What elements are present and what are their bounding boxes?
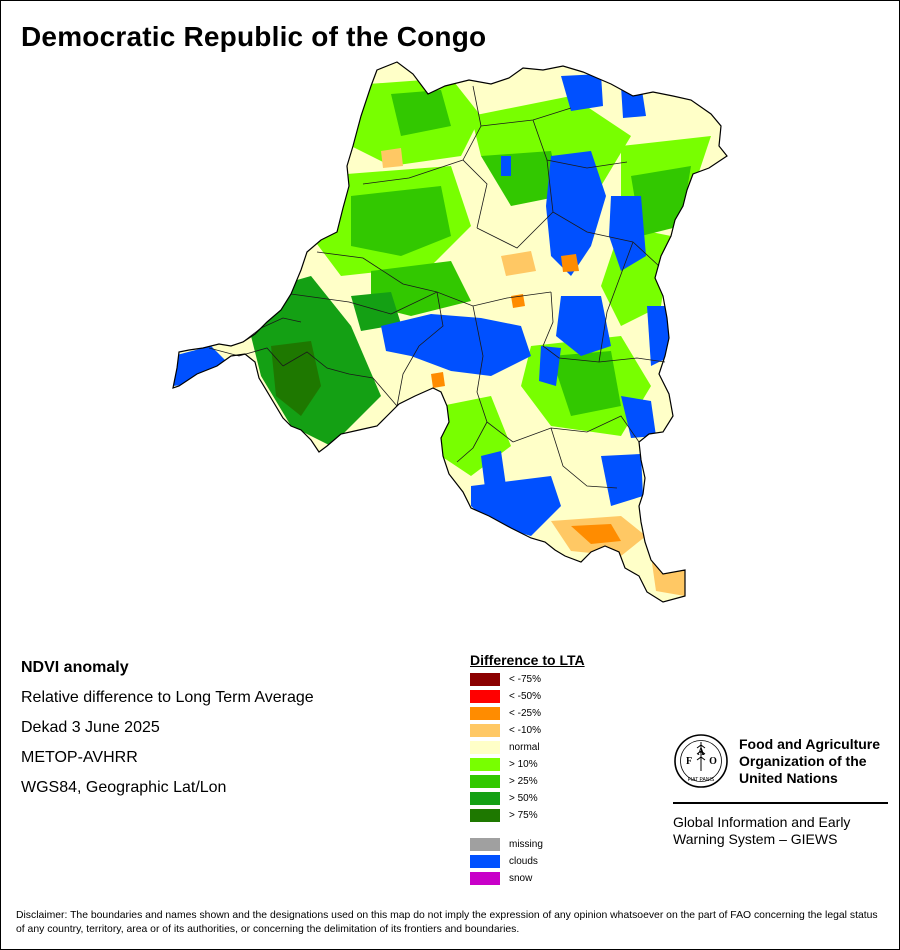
organization-name: Food and Agriculture Organization of the… — [739, 736, 881, 786]
legend-item: snow — [470, 870, 585, 887]
legend-swatch — [470, 775, 500, 788]
legend-label: < -75% — [509, 674, 541, 685]
legend-item: < -50% — [470, 688, 585, 705]
svg-text:F: F — [686, 756, 692, 767]
legend-swatch — [470, 707, 500, 720]
legend-label: < -10% — [509, 725, 541, 736]
legend-swatch — [470, 724, 500, 737]
divider — [673, 802, 888, 804]
legend: Difference to LTA < -75% < -50% < -25% <… — [470, 652, 585, 887]
legend-label: < -25% — [509, 708, 541, 719]
legend-label: < -50% — [509, 691, 541, 702]
legend-item: < -25% — [470, 705, 585, 722]
legend-item: normal — [470, 739, 585, 756]
legend-label: missing — [509, 839, 543, 850]
giews-label: Global Information and Early Warning Sys… — [673, 814, 851, 847]
legend-label: > 10% — [509, 759, 538, 770]
legend-label: normal — [509, 742, 540, 753]
info-product: NDVI anomaly — [21, 659, 129, 676]
legend-item: > 25% — [470, 773, 585, 790]
legend-swatch — [470, 741, 500, 754]
legend-swatch — [470, 758, 500, 771]
ndvi-anomaly-map — [172, 61, 728, 603]
legend-item: missing — [470, 836, 585, 853]
legend-label: > 50% — [509, 793, 538, 804]
legend-title: Difference to LTA — [470, 652, 585, 668]
legend-swatch — [470, 673, 500, 686]
info-description: Relative difference to Long Term Average — [21, 689, 314, 706]
info-period: Dekad 3 June 2025 — [21, 719, 160, 736]
legend-label: > 25% — [509, 776, 538, 787]
legend-item: > 75% — [470, 807, 585, 824]
legend-item: > 50% — [470, 790, 585, 807]
legend-label: snow — [509, 873, 533, 884]
legend-items: < -75% < -50% < -25% < -10% normal > 10%… — [470, 671, 585, 887]
legend-item: > 10% — [470, 756, 585, 773]
map-info: NDVI anomaly Relative difference to Long… — [21, 658, 314, 808]
disclaimer: Disclaimer: The boundaries and names sho… — [16, 910, 878, 935]
legend-swatch — [470, 838, 500, 851]
svg-text:O: O — [709, 756, 717, 767]
legend-swatch — [470, 690, 500, 703]
map-title: Democratic Republic of the Congo — [21, 21, 487, 52]
legend-swatch — [470, 872, 500, 885]
fao-logo-icon: F A O FIAT PANIS — [674, 734, 728, 788]
legend-swatch — [470, 855, 500, 868]
svg-text:A: A — [697, 747, 705, 758]
legend-label: > 75% — [509, 810, 538, 821]
legend-item: clouds — [470, 853, 585, 870]
info-projection: WGS84, Geographic Lat/Lon — [21, 779, 227, 796]
info-sensor: METOP-AVHRR — [21, 749, 138, 766]
province-boundaries — [208, 85, 666, 489]
legend-item: < -10% — [470, 722, 585, 739]
legend-swatch — [470, 809, 500, 822]
svg-text:FIAT PANIS: FIAT PANIS — [688, 777, 715, 783]
legend-swatch — [470, 792, 500, 805]
legend-label: clouds — [509, 856, 538, 867]
legend-item: < -75% — [470, 671, 585, 688]
